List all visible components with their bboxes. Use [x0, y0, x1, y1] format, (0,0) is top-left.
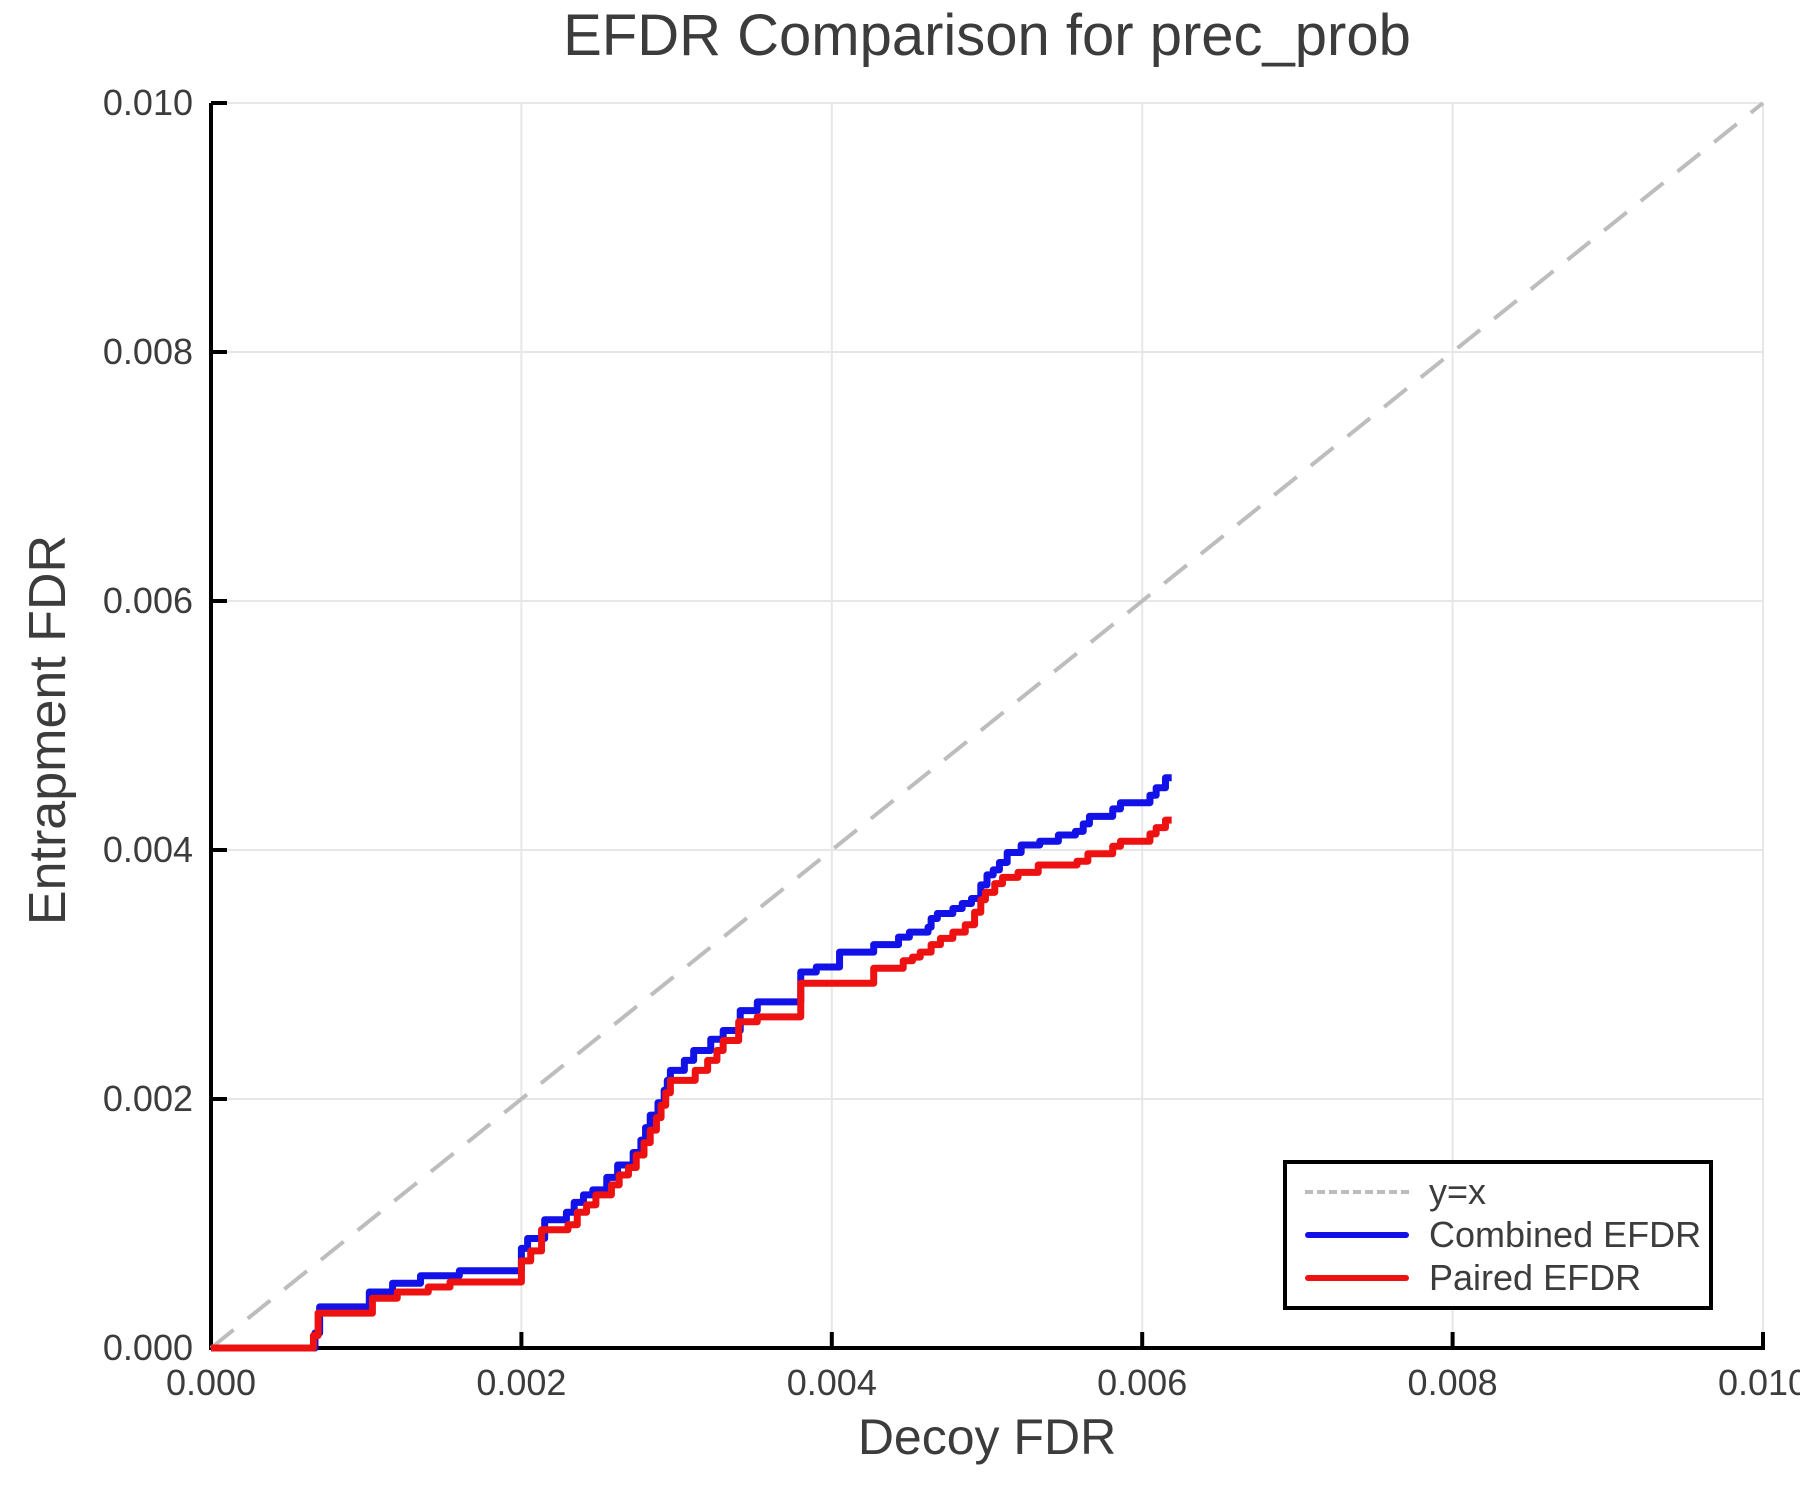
x-tick-label: 0.010 [1717, 1362, 1800, 1403]
legend-label: Paired EFDR [1429, 1257, 1642, 1299]
y-axis-label: Entrapment FDR [19, 534, 77, 926]
combined-efdr-line [211, 774, 1172, 1352]
y-tick-label: 0.000 [102, 1327, 193, 1368]
legend-item-paired: Paired EFDR [1305, 1258, 1709, 1298]
x-tick-label: 0.004 [786, 1362, 877, 1403]
axis-spines [209, 103, 1765, 1350]
legend-label: y=x [1429, 1170, 1487, 1212]
x-tick-label: 0.000 [165, 1362, 257, 1403]
y-tick-label: 0.006 [102, 580, 193, 621]
red-line-sample-icon [1305, 1274, 1409, 1282]
chart-title: EFDR Comparison for prec_prob [563, 3, 1411, 68]
identity-line [209, 101, 1765, 1350]
legend: y=x Combined EFDR Paired EFDR [1283, 1160, 1713, 1310]
gridlines [211, 102, 1764, 1348]
x-tick-label: 0.002 [476, 1362, 567, 1403]
legend-item-identity: y=x [1305, 1172, 1709, 1212]
paired-efdr-line [211, 816, 1172, 1352]
legend-label: Combined EFDR [1429, 1213, 1702, 1255]
x-tick-label: 0.008 [1407, 1362, 1498, 1403]
x-axis-label: Decoy FDR [857, 1409, 1117, 1465]
dashed-line-sample-icon [1305, 1188, 1409, 1196]
y-tick-label: 0.008 [102, 331, 193, 372]
y-tick-label: 0.004 [102, 829, 193, 870]
x-tick-label: 0.006 [1097, 1362, 1188, 1403]
data-series [209, 101, 1765, 1352]
y-tick-label: 0.010 [102, 82, 193, 123]
blue-line-sample-icon [1305, 1231, 1409, 1239]
y-tick-label: 0.002 [102, 1078, 193, 1119]
legend-item-combined: Combined EFDR [1305, 1215, 1709, 1255]
